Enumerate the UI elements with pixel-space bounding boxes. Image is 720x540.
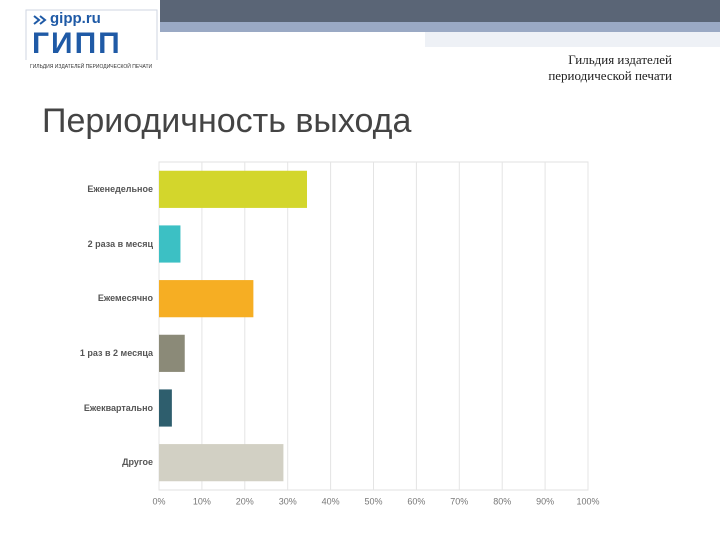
band-dark [160, 0, 720, 22]
bar [159, 225, 181, 263]
x-tick-label: 20% [236, 496, 254, 506]
x-tick-label: 10% [193, 496, 211, 506]
bar [159, 334, 185, 372]
y-tick-label: Ежеквартально [83, 402, 153, 413]
x-tick-label: 60% [407, 496, 425, 506]
bar [159, 280, 254, 318]
x-tick-label: 30% [279, 496, 297, 506]
x-tick-label: 0% [152, 496, 165, 506]
logo-caption: ГИЛЬДИЯ ИЗДАТЕЛЕЙ ПЕРИОДИЧЕСКОЙ ПЕЧАТИ [30, 64, 153, 70]
logo-mark: ГИПП [32, 28, 152, 60]
logo-site: gipp.ru [50, 10, 101, 27]
band-fade [425, 32, 720, 47]
x-tick-label: 90% [536, 496, 554, 506]
x-tick-label: 80% [493, 496, 511, 506]
x-tick-label: 70% [450, 496, 468, 506]
y-tick-label: Другое [122, 457, 153, 468]
bar [159, 170, 308, 208]
x-tick-label: 50% [364, 496, 382, 506]
y-tick-label: 1 раз в 2 месяца [79, 347, 153, 358]
y-tick-label: 2 раза в месяц [87, 238, 153, 249]
org-name: Гильдия издателей периодической печати [548, 52, 672, 84]
y-tick-label: Еженедельное [87, 183, 153, 194]
bar [159, 389, 172, 427]
x-tick-label: 100% [576, 496, 599, 506]
org-line: Гильдия издателей [568, 52, 672, 67]
logo-chevrons [33, 15, 47, 25]
chart-title: Периодичность выхода [42, 102, 412, 140]
y-tick-label: Ежемесячно [97, 293, 153, 304]
band-light [160, 22, 720, 32]
bar [159, 444, 284, 482]
x-tick-label: 40% [322, 496, 340, 506]
org-line: периодической печати [548, 68, 672, 83]
